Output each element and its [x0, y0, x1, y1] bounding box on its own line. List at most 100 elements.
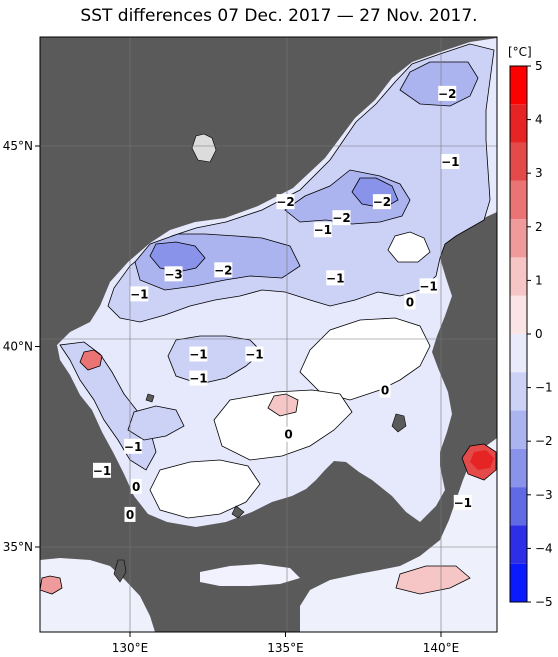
island-tsushima — [113, 559, 127, 583]
contour-label: 0 — [132, 480, 140, 494]
gridlines — [40, 37, 497, 632]
contour-labels: −2−1−2 −2−2−1−3 −2−1−1−10−1 −1−100−1−100−1 — [93, 85, 472, 522]
contour-label-bg — [404, 294, 416, 310]
anomaly-band-2 — [399, 61, 479, 107]
colorbar-tick-label: −2 — [535, 434, 553, 448]
warm-patch-southwest — [40, 575, 63, 595]
contour-label: −1 — [419, 279, 437, 293]
colorbar-tick-label: −5 — [535, 595, 553, 609]
zero-patch-4 — [387, 231, 431, 263]
colorbar-ticks: 5 4 3 2 1 0 −1 −2 −3 −4 −5 — [527, 59, 553, 609]
colorbar-tick-label: 1 — [535, 273, 543, 287]
contour-label-bg — [438, 85, 457, 101]
contour-label-bg — [283, 426, 295, 442]
colorbar-tick-label: 2 — [535, 220, 543, 234]
inland-sea — [200, 564, 300, 586]
colorbar-tick-label: 4 — [535, 113, 543, 127]
contour-label: −2 — [332, 211, 350, 225]
y-tick-label: 45°N — [3, 139, 33, 153]
contour-label: 0 — [126, 508, 134, 522]
contour-label: −1 — [130, 287, 148, 301]
contour-label-bg — [419, 278, 438, 294]
contour-label-bg — [453, 494, 472, 510]
colorbar-segment — [510, 66, 527, 105]
colorbar-segment — [510, 334, 527, 373]
colorbar-segment — [510, 295, 527, 334]
contour-label: 0 — [284, 428, 292, 442]
colorbar-segment — [510, 257, 527, 296]
contour-label-bg — [189, 370, 208, 386]
contour-label: −1 — [189, 348, 207, 362]
zero-patch-2 — [213, 389, 353, 461]
contour-label-bg — [326, 270, 345, 286]
warm-patch-korea-east — [79, 349, 103, 371]
map-title: SST differences 07 Dec. 2017 — 27 Nov. 2… — [80, 6, 478, 26]
colorbar-segment — [510, 448, 527, 488]
island-sado — [391, 413, 407, 433]
island-ulleung — [145, 393, 155, 403]
contour-label-bg — [124, 438, 143, 454]
contour-label-bg — [130, 478, 142, 494]
contour-label: −1 — [189, 372, 207, 386]
colorbar-tick-label: 5 — [535, 59, 543, 73]
contour-label: −1 — [93, 464, 111, 478]
colorbar — [509, 65, 528, 603]
contour-label: −1 — [454, 496, 472, 510]
contour-label: −1 — [441, 155, 459, 169]
contour-label-bg — [332, 210, 351, 226]
x-tick-label: 130°E — [112, 641, 149, 655]
colorbar-segment — [510, 410, 527, 449]
colorbar-tick-label: 0 — [535, 327, 543, 341]
colorbar-segment — [510, 563, 527, 602]
southwest-ocean — [40, 558, 155, 632]
colorbar-segment — [510, 487, 527, 526]
contour-label: −1 — [124, 440, 142, 454]
island-rishiri — [191, 133, 217, 163]
colorbar-segment — [510, 180, 527, 220]
anomaly-band-9 — [127, 405, 185, 441]
contour-label-bg — [124, 506, 136, 522]
x-tick-label: 140°E — [423, 641, 460, 655]
y-tick-label: 40°N — [3, 340, 33, 354]
x-axis: 130°E 135°E 140°E — [112, 632, 460, 655]
contour-label-bg — [441, 154, 460, 170]
colorbar-tick-label: −4 — [535, 541, 553, 555]
colorbar-segment — [510, 104, 527, 143]
warm-patch-pacific — [395, 565, 471, 595]
colorbar-segment — [510, 142, 527, 181]
plot-frame — [39, 36, 498, 633]
contour-label-bg — [245, 346, 264, 362]
island-oki — [231, 505, 245, 519]
zero-patch-1 — [299, 317, 431, 401]
colorbar-segment — [510, 219, 527, 258]
warm-patch-honshu-east-core — [470, 450, 494, 470]
y-axis: 45°N 40°N 35°N — [3, 139, 40, 554]
colorbar-unit: [°C] — [508, 45, 532, 59]
y-tick-label: 35°N — [3, 540, 33, 554]
contour-label-bg — [214, 262, 233, 278]
colorbar-segment — [510, 372, 527, 411]
contour-label: −2 — [438, 87, 456, 101]
contour-label: 0 — [381, 384, 389, 398]
contour-label-bg — [372, 194, 391, 210]
colorbar-segment — [510, 525, 527, 564]
contour-label-bg — [130, 286, 149, 302]
anomaly-band-7 — [59, 341, 157, 471]
contour-label-bg — [93, 462, 112, 478]
x-tick-label: 135°E — [267, 641, 304, 655]
contour-label: −2 — [373, 195, 391, 209]
contour-label-bg — [276, 194, 295, 210]
warm-patch-central — [267, 393, 299, 417]
contour-label: −2 — [214, 263, 232, 277]
contour-label: −1 — [326, 271, 344, 285]
contour-label-bg — [164, 266, 183, 282]
colorbar-tick-label: −1 — [535, 381, 553, 395]
plot-area: −2−1−2 −2−2−1−3 −2−1−1−10−1 −1−100−1−100−1 — [40, 37, 497, 632]
contour-label: −1 — [314, 223, 332, 237]
contour-label: −1 — [245, 348, 263, 362]
contour-label-bg — [189, 346, 208, 362]
colorbar-tick-label: 3 — [535, 166, 543, 180]
zero-patch-3 — [149, 459, 261, 519]
contour-label: 0 — [406, 295, 414, 309]
